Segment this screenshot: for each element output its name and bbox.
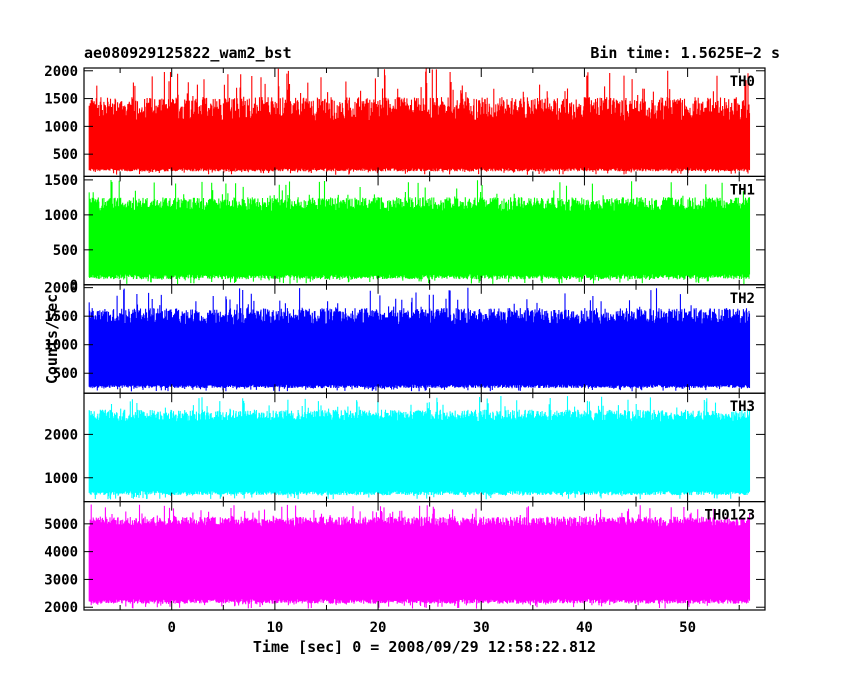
series-th3 <box>88 396 751 500</box>
y-tick-label-th0123: 5000 <box>44 517 78 533</box>
y-tick-label-th0: 1000 <box>44 119 78 135</box>
x-tick-label: 20 <box>370 620 387 636</box>
y-tick-label-th2: 500 <box>53 366 78 382</box>
panel-label-th2: TH2 <box>730 291 755 307</box>
y-tick-label-th3: 2000 <box>44 427 78 443</box>
y-tick-label-th0123: 3000 <box>44 572 78 588</box>
y-tick-label-th0123: 4000 <box>44 545 78 561</box>
series-th0123 <box>88 504 751 609</box>
y-tick-label-th3: 1000 <box>44 471 78 487</box>
y-tick-label-th1: 0 <box>70 278 78 294</box>
y-tick-label-th2: 1000 <box>44 338 78 354</box>
y-tick-label-th2: 1500 <box>44 309 78 325</box>
panel-frame-th0123 <box>83 501 766 611</box>
panel-label-th0: TH0 <box>730 74 755 90</box>
panel-label-th3: TH3 <box>730 399 755 415</box>
series-th1 <box>88 180 751 284</box>
y-tick-label-th1: 1000 <box>44 208 78 224</box>
x-axis-label: Time [sec] 0 = 2008/09/29 12:58:22.812 <box>252 638 597 656</box>
x-tick-label: 10 <box>266 620 283 636</box>
y-tick-label-th2: 2000 <box>44 281 78 297</box>
series-th0 <box>88 68 751 175</box>
y-tick-label-th0: 1500 <box>44 92 78 108</box>
bin-time-label: Bin time: 1.5625E−2 s <box>590 44 780 62</box>
x-tick-label: 30 <box>473 620 490 636</box>
y-tick-label-th0: 500 <box>53 147 78 163</box>
x-tick-label: 0 <box>167 620 175 636</box>
y-tick-label-th1: 1500 <box>44 173 78 189</box>
x-tick-label: 50 <box>679 620 696 636</box>
observation-title: ae080929125822_wam2_bst <box>84 44 292 62</box>
x-tick-label: 40 <box>576 620 593 636</box>
y-tick-label-th1: 500 <box>53 243 78 259</box>
series-th2 <box>88 287 751 392</box>
panel-label-th0123: TH0123 <box>704 508 755 524</box>
y-tick-label-th0: 2000 <box>44 64 78 80</box>
panel-label-th1: TH1 <box>730 182 755 198</box>
y-tick-label-th0123: 2000 <box>44 600 78 616</box>
